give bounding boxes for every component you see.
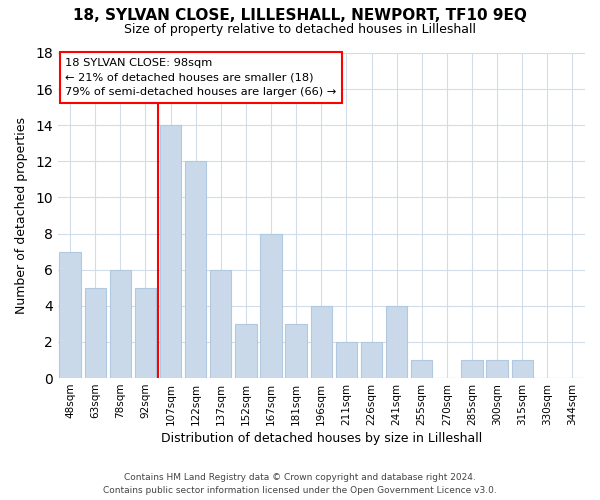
X-axis label: Distribution of detached houses by size in Lilleshall: Distribution of detached houses by size … (161, 432, 482, 445)
Bar (286, 324, 307, 378)
Bar (512, 360, 533, 378)
Bar (160, 125, 181, 378)
Bar (461, 360, 482, 378)
Text: 18, SYLVAN CLOSE, LILLESHALL, NEWPORT, TF10 9EQ: 18, SYLVAN CLOSE, LILLESHALL, NEWPORT, T… (73, 8, 527, 22)
Text: 18 SYLVAN CLOSE: 98sqm
← 21% of detached houses are smaller (18)
79% of semi-det: 18 SYLVAN CLOSE: 98sqm ← 21% of detached… (65, 58, 337, 98)
Bar (361, 342, 382, 378)
Bar (235, 324, 257, 378)
Bar (336, 342, 357, 378)
Bar (411, 360, 433, 378)
Bar (185, 162, 206, 378)
Text: Size of property relative to detached houses in Lilleshall: Size of property relative to detached ho… (124, 22, 476, 36)
Bar (210, 270, 232, 378)
Bar (311, 306, 332, 378)
Bar (110, 270, 131, 378)
Bar (260, 234, 282, 378)
Bar (386, 306, 407, 378)
Bar (59, 252, 81, 378)
Y-axis label: Number of detached properties: Number of detached properties (15, 117, 28, 314)
Text: Contains HM Land Registry data © Crown copyright and database right 2024.
Contai: Contains HM Land Registry data © Crown c… (103, 473, 497, 495)
Bar (85, 288, 106, 378)
Bar (487, 360, 508, 378)
Bar (135, 288, 156, 378)
